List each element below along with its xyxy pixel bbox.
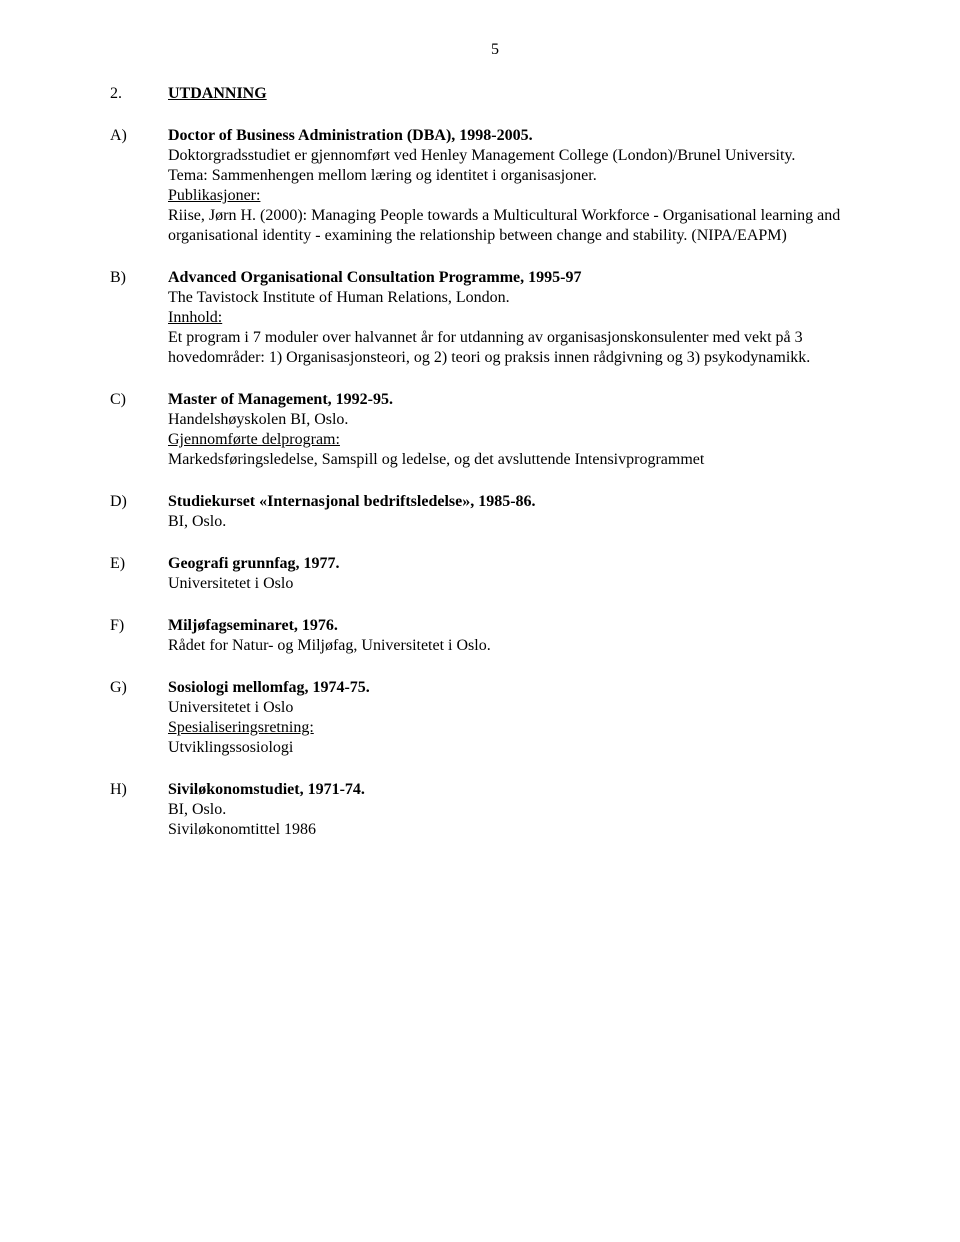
- entry-line: Handelshøyskolen BI, Oslo.: [168, 410, 880, 430]
- entry-a: A) Doctor of Business Administration (DB…: [110, 126, 880, 246]
- entry-line: Markedsføringsledelse, Samspill og ledel…: [168, 450, 880, 470]
- entry-letter: E): [110, 554, 168, 594]
- entry-line: BI, Oslo.: [168, 512, 880, 532]
- entry-d: D) Studiekurset «Internasjonal bedriftsl…: [110, 492, 880, 532]
- entry-line: Universitetet i Oslo: [168, 698, 880, 718]
- page-number: 5: [110, 40, 880, 60]
- entry-title: Doctor of Business Administration (DBA),…: [168, 126, 880, 146]
- entry-e: E) Geografi grunnfag, 1977. Universitete…: [110, 554, 880, 594]
- heading-number: 2.: [110, 84, 168, 104]
- entry-body: Miljøfagseminaret, 1976. Rådet for Natur…: [168, 616, 880, 656]
- entry-body: Advanced Organisational Consultation Pro…: [168, 268, 880, 368]
- entry-line: The Tavistock Institute of Human Relatio…: [168, 288, 880, 308]
- specialization-label: Spesialiseringsretning:: [168, 718, 880, 738]
- heading-title: UTDANNING: [168, 85, 267, 102]
- entry-g: G) Sosiologi mellomfag, 1974-75. Univers…: [110, 678, 880, 758]
- entry-line: Siviløkonomtittel 1986: [168, 820, 880, 840]
- entry-title: Miljøfagseminaret, 1976.: [168, 616, 880, 636]
- entry-line: Doktorgradsstudiet er gjennomført ved He…: [168, 146, 880, 166]
- entry-f: F) Miljøfagseminaret, 1976. Rådet for Na…: [110, 616, 880, 656]
- entry-body: Siviløkonomstudiet, 1971-74. BI, Oslo. S…: [168, 780, 880, 840]
- entry-title: Advanced Organisational Consultation Pro…: [168, 268, 880, 288]
- entry-line: Riise, Jørn H. (2000): Managing People t…: [168, 206, 880, 246]
- entry-body: Master of Management, 1992-95. Handelshø…: [168, 390, 880, 470]
- entry-title: Sosiologi mellomfag, 1974-75.: [168, 678, 880, 698]
- entry-line: Utviklingssosiologi: [168, 738, 880, 758]
- entry-letter: B): [110, 268, 168, 368]
- entry-body: Doctor of Business Administration (DBA),…: [168, 126, 880, 246]
- entry-title: Master of Management, 1992-95.: [168, 390, 880, 410]
- entry-letter: D): [110, 492, 168, 532]
- entry-line: Rådet for Natur- og Miljøfag, Universite…: [168, 636, 880, 656]
- entry-line: BI, Oslo.: [168, 800, 880, 820]
- entry-h: H) Siviløkonomstudiet, 1971-74. BI, Oslo…: [110, 780, 880, 840]
- entry-body: Studiekurset «Internasjonal bedriftslede…: [168, 492, 880, 532]
- publications-label: Publikasjoner:: [168, 186, 880, 206]
- entry-letter: C): [110, 390, 168, 470]
- subprogram-label: Gjennomførte delprogram:: [168, 430, 880, 450]
- entry-title: Geografi grunnfag, 1977.: [168, 554, 880, 574]
- entry-letter: F): [110, 616, 168, 656]
- entry-title: Siviløkonomstudiet, 1971-74.: [168, 780, 880, 800]
- content-label: Innhold:: [168, 308, 880, 328]
- entry-body: Geografi grunnfag, 1977. Universitetet i…: [168, 554, 880, 594]
- entry-letter: H): [110, 780, 168, 840]
- entry-b: B) Advanced Organisational Consultation …: [110, 268, 880, 368]
- entry-letter: A): [110, 126, 168, 246]
- entry-line: Tema: Sammenhengen mellom læring og iden…: [168, 166, 880, 186]
- entry-body: Sosiologi mellomfag, 1974-75. Universite…: [168, 678, 880, 758]
- section-heading: 2.UTDANNING: [110, 84, 880, 104]
- entry-line: Universitetet i Oslo: [168, 574, 880, 594]
- entry-title: Studiekurset «Internasjonal bedriftslede…: [168, 492, 880, 512]
- entry-c: C) Master of Management, 1992-95. Handel…: [110, 390, 880, 470]
- entry-line: Et program i 7 moduler over halvannet år…: [168, 328, 880, 368]
- entry-letter: G): [110, 678, 168, 758]
